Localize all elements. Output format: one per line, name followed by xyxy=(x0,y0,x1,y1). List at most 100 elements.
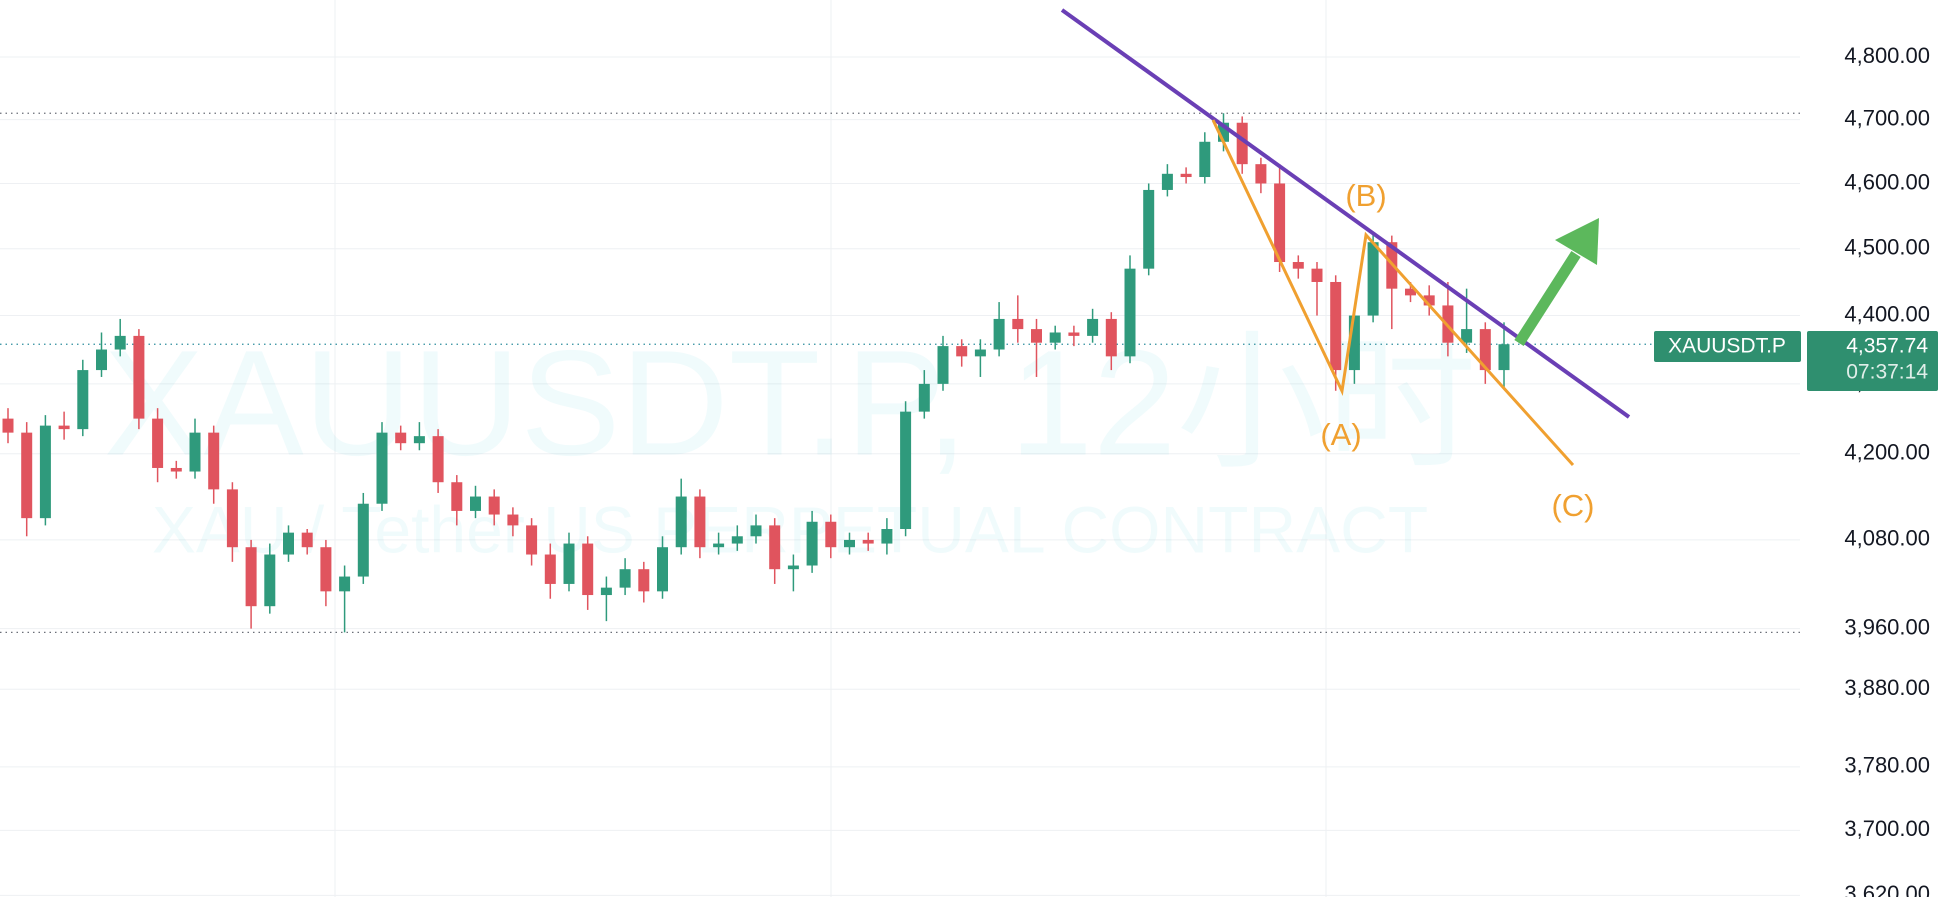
trend-line xyxy=(1060,8,1631,419)
candle-body xyxy=(1143,189,1155,269)
candle-body xyxy=(226,489,238,548)
candle-body xyxy=(1348,315,1360,371)
candle-body xyxy=(1367,242,1379,316)
candle-body xyxy=(133,335,145,419)
price-axis: 4,800.00 4,700.00 4,600.00 4,500.00 4,400.00… xyxy=(1844,43,1930,897)
candle-body xyxy=(600,587,612,596)
countdown-label: 07:37:14 xyxy=(1846,361,1928,384)
candle-body xyxy=(1423,295,1435,306)
candle-body xyxy=(2,418,14,433)
candle-body xyxy=(750,525,762,537)
candle-body xyxy=(432,436,444,483)
candle-body xyxy=(301,532,313,548)
candle-body xyxy=(376,432,388,504)
candle-body xyxy=(1068,332,1080,336)
candle-body xyxy=(170,467,182,472)
candle-body xyxy=(1218,122,1229,142)
arrow-shaft xyxy=(1514,251,1581,346)
candle-body xyxy=(1236,122,1248,165)
candle-body xyxy=(993,318,1005,350)
candle-body xyxy=(713,543,725,548)
candle-body xyxy=(1049,332,1061,343)
watermark-title: XAUUSDT.P, 12小时 xyxy=(104,319,1477,487)
candle-body xyxy=(1479,329,1491,371)
candle-body xyxy=(657,547,668,592)
wave-label-a: (A) xyxy=(1320,417,1361,452)
candle-body xyxy=(21,432,33,519)
candle-body xyxy=(1031,329,1042,343)
candle-body xyxy=(1105,318,1117,357)
grid xyxy=(0,0,1800,897)
candle-body xyxy=(956,346,968,357)
y-tick-label: 4,800.00 xyxy=(1844,43,1930,68)
candle-body xyxy=(1180,173,1192,178)
candle-body xyxy=(1405,288,1416,296)
candle-body xyxy=(694,496,706,548)
candle-body xyxy=(638,569,650,592)
candle-body xyxy=(675,496,687,548)
price-label-box xyxy=(1807,331,1938,391)
candle-body xyxy=(787,565,799,570)
candle-body xyxy=(937,346,949,384)
y-tick-label: 4,200.00 xyxy=(1844,440,1930,465)
candle-body xyxy=(806,521,818,566)
candle-body xyxy=(152,418,164,468)
y-tick-label: 4,400.00 xyxy=(1844,301,1930,326)
candle-body xyxy=(114,335,126,350)
y-tick-label: 3,700.00 xyxy=(1844,816,1930,841)
symbol-label-box xyxy=(1654,331,1801,362)
candle-body xyxy=(731,536,743,544)
candle-body xyxy=(1124,268,1136,357)
candle-body xyxy=(1087,318,1099,336)
arrow-head xyxy=(1555,218,1599,265)
y-tick-label: 3,780.00 xyxy=(1844,753,1930,778)
candle-body xyxy=(208,432,220,490)
candle-body xyxy=(451,482,463,511)
candle-body xyxy=(1330,281,1342,371)
candle-body xyxy=(39,425,51,519)
candle-body xyxy=(1461,329,1473,343)
watermark-subtitle: XAU / Tether US PERPETUAL CONTRACT xyxy=(152,492,1428,566)
candle-body xyxy=(413,436,425,444)
candle-body xyxy=(96,349,107,371)
y-tick-label: 3,880.00 xyxy=(1844,675,1930,700)
candle-body xyxy=(563,543,575,584)
candle-body xyxy=(1255,164,1267,184)
wave-label-c: (C) xyxy=(1551,488,1594,523)
candle-body xyxy=(283,532,294,555)
candle-body xyxy=(582,543,594,596)
y-tick-label: 4,700.00 xyxy=(1844,105,1930,130)
candle-body xyxy=(245,547,257,607)
candle-body xyxy=(189,432,201,472)
y-tick-label: 3,620.00 xyxy=(1844,881,1930,897)
symbol-label: XAUUSDT.P xyxy=(1668,335,1786,358)
candle-body xyxy=(470,496,481,511)
y-tick-label: 4,500.00 xyxy=(1844,235,1930,260)
wave-line xyxy=(1211,119,1575,467)
drawings: (B) (A) (C) xyxy=(1060,8,1631,523)
candle-body xyxy=(507,514,519,526)
price-labels: XAUUSDT.P 4,357.74 07:37:14 xyxy=(1654,331,1938,391)
candle-body xyxy=(544,554,556,584)
candle-body xyxy=(862,539,874,544)
candle-body xyxy=(769,525,781,570)
candle-body xyxy=(1199,141,1211,178)
candle-body xyxy=(1311,268,1323,282)
candle-body xyxy=(264,554,276,607)
candle-body xyxy=(58,425,70,430)
candle-body xyxy=(1292,262,1304,269)
candle-body xyxy=(825,521,837,548)
y-tick-label: 3,960.00 xyxy=(1844,614,1930,639)
candle-body xyxy=(974,349,986,357)
candle-body xyxy=(526,525,538,555)
candle-body xyxy=(1274,183,1286,263)
candle-body xyxy=(881,529,893,544)
candle-body xyxy=(1012,318,1024,330)
candle-body xyxy=(1498,344,1510,371)
candle-body xyxy=(918,383,930,412)
watermark: XAUUSDT.P, 12小时 XAU / Tether US PERPETUA… xyxy=(104,319,1477,567)
wave-label-b: (B) xyxy=(1345,178,1386,213)
y-tick-label: 4,080.00 xyxy=(1844,526,1930,551)
candle-body xyxy=(844,539,855,548)
